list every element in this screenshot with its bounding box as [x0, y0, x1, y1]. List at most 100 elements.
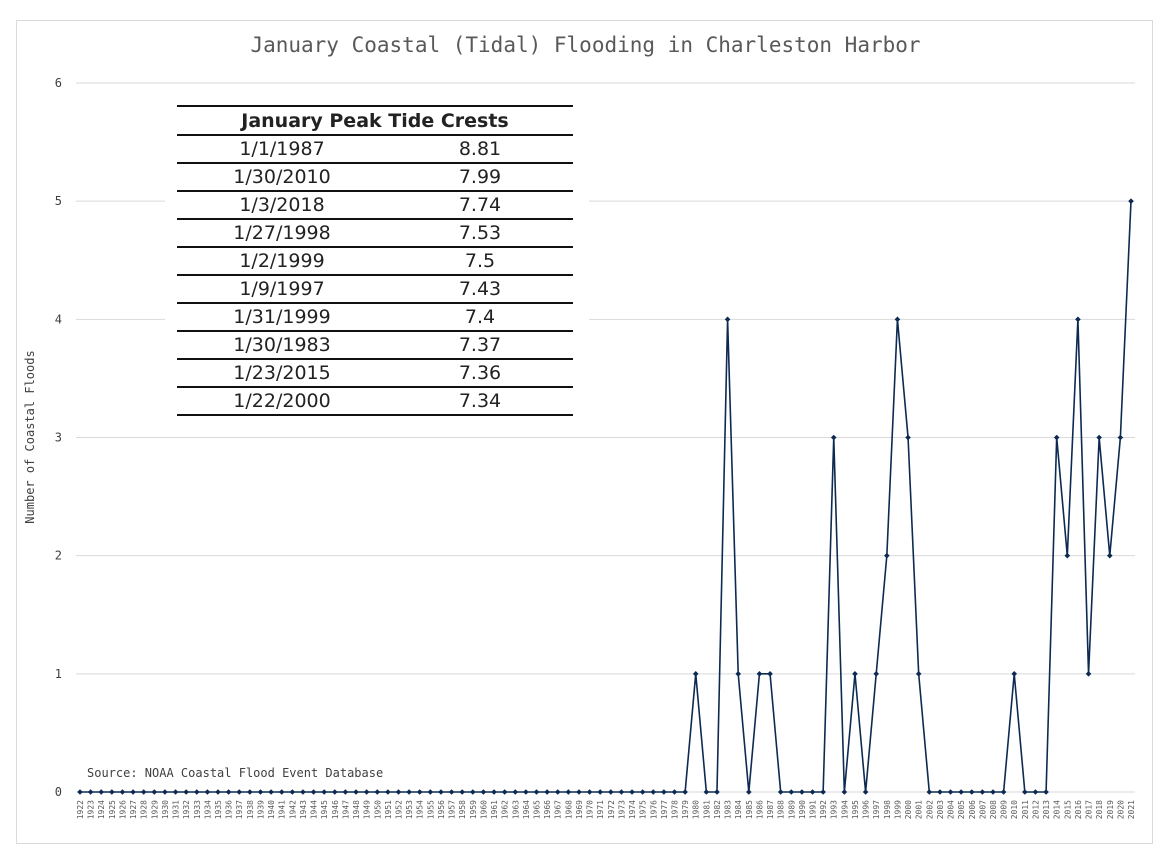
data-point	[469, 789, 476, 795]
data-point	[480, 789, 487, 795]
x-tick-label: 2000	[904, 800, 913, 819]
data-point	[788, 789, 795, 795]
data-point	[756, 671, 763, 677]
data-point	[300, 789, 306, 795]
x-tick-label: 1983	[724, 800, 733, 819]
data-point	[905, 434, 911, 441]
data-point	[873, 671, 880, 677]
data-point	[162, 789, 168, 795]
data-point	[597, 789, 603, 795]
table-row: 1/23/2015 7.36	[177, 359, 573, 388]
x-tick-label: 1977	[660, 800, 669, 819]
crest-date: 1/2/1999	[177, 247, 387, 276]
data-point	[533, 789, 540, 795]
x-tick-label: 1995	[851, 800, 860, 819]
x-tick-label: 1984	[734, 800, 743, 819]
table-row: 1/1/1987 8.81	[177, 135, 573, 164]
data-point	[958, 789, 964, 795]
data-point	[618, 789, 625, 795]
table-row: 1/3/2018 7.74	[177, 191, 573, 220]
table-row: 1/30/1983 7.37	[177, 331, 573, 360]
x-tick-label: 1990	[798, 800, 807, 819]
x-tick-label: 1966	[543, 800, 552, 819]
data-point	[353, 789, 359, 795]
data-point	[915, 671, 922, 677]
x-tick-label: 1942	[288, 800, 297, 819]
x-tick-label: 1993	[830, 800, 839, 819]
x-tick-label: 1932	[182, 800, 191, 819]
x-tick-label: 2005	[957, 800, 966, 819]
x-tick-label: 1981	[702, 800, 711, 819]
crest-date: 1/22/2000	[177, 387, 387, 416]
x-tick-label: 1931	[172, 800, 181, 819]
x-tick-label: 1935	[214, 800, 223, 819]
data-point	[1032, 789, 1039, 795]
crest-height: 7.99	[387, 163, 573, 192]
x-tick-label: 2004	[947, 800, 956, 819]
data-point	[406, 789, 412, 795]
x-tick-label: 1923	[87, 800, 96, 819]
data-point	[639, 789, 646, 795]
data-point	[586, 789, 593, 795]
data-point	[193, 789, 200, 795]
y-tick-label: 0	[55, 785, 62, 799]
data-point	[310, 789, 317, 795]
y-tick-label: 4	[55, 312, 62, 326]
data-point	[799, 789, 805, 795]
data-point	[109, 789, 115, 795]
data-point	[342, 789, 349, 795]
x-tick-label: 2001	[915, 800, 924, 819]
crest-height: 7.5	[387, 247, 573, 276]
data-point	[268, 789, 274, 795]
data-point	[1053, 434, 1060, 441]
crest-height: 7.74	[387, 191, 573, 220]
crest-date: 1/27/1998	[177, 219, 387, 248]
x-tick-label: 2006	[968, 800, 977, 819]
x-tick-label: 1955	[426, 800, 435, 819]
data-point	[937, 789, 943, 795]
data-point	[852, 671, 858, 677]
x-tick-label: 1992	[819, 800, 828, 819]
data-point	[947, 789, 954, 795]
data-point	[703, 789, 710, 795]
x-tick-label: 1958	[458, 800, 467, 819]
x-tick-label: 1950	[373, 800, 382, 819]
data-point	[523, 789, 529, 795]
x-tick-label: 1926	[118, 800, 127, 819]
y-tick-label: 2	[55, 549, 62, 563]
table-row: 1/30/2010 7.99	[177, 163, 573, 192]
data-point	[140, 789, 147, 795]
data-point	[151, 789, 158, 795]
x-tick-label: 1987	[766, 800, 775, 819]
x-tick-label: 2016	[1074, 800, 1083, 819]
x-tick-label: 1927	[129, 800, 138, 819]
y-tick-label: 1	[55, 667, 62, 681]
data-point	[884, 552, 890, 559]
x-tick-label: 1986	[755, 800, 764, 819]
x-tick-label: 1985	[745, 800, 754, 819]
crest-date: 1/30/2010	[177, 163, 387, 192]
x-tick-label: 1989	[787, 800, 796, 819]
x-tick-label: 2018	[1095, 800, 1104, 819]
x-tick-label: 2015	[1063, 800, 1072, 819]
data-point	[172, 789, 179, 795]
x-tick-label: 1963	[511, 800, 520, 819]
crest-height: 7.34	[387, 387, 573, 416]
chart-title: January Coastal (Tidal) Flooding in Char…	[250, 33, 921, 57]
data-point	[438, 789, 444, 795]
x-tick-label: 1959	[469, 800, 478, 819]
data-point	[777, 789, 784, 795]
data-point	[990, 789, 996, 795]
data-point	[735, 671, 742, 677]
x-tick-label: 1936	[225, 800, 234, 819]
crest-date: 1/31/1999	[177, 303, 387, 332]
x-tick-label: 1974	[628, 800, 637, 819]
x-tick-label: 1996	[862, 800, 871, 819]
data-point	[98, 789, 105, 795]
crest-height: 7.37	[387, 331, 573, 360]
data-point	[650, 789, 657, 795]
x-tick-label: 2017	[1085, 800, 1094, 819]
x-tick-label: 1988	[777, 800, 786, 819]
x-tick-label: 1999	[893, 800, 902, 819]
